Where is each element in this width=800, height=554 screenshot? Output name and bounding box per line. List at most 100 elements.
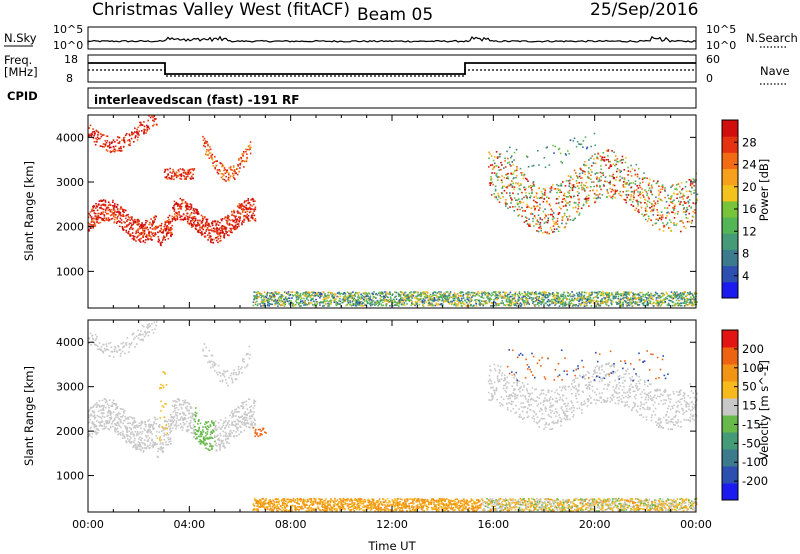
power-cell xyxy=(329,303,331,305)
power-cell xyxy=(600,188,602,191)
velocity-cell xyxy=(126,428,128,431)
power-cell xyxy=(180,178,183,180)
power-cell xyxy=(377,301,379,304)
power-cell xyxy=(403,302,406,304)
power-cell xyxy=(681,220,683,222)
power-cell xyxy=(633,296,635,298)
power-cell xyxy=(336,292,339,294)
power-cell xyxy=(547,294,549,296)
power-cell xyxy=(668,227,671,229)
power-cell xyxy=(603,185,605,187)
power-cell xyxy=(564,214,566,217)
velocity-cell xyxy=(101,399,104,402)
power-cell xyxy=(496,302,499,305)
power-cell xyxy=(234,178,236,180)
power-cell xyxy=(431,304,434,306)
power-cell xyxy=(618,298,621,300)
power-cell xyxy=(94,225,97,227)
power-cell xyxy=(288,297,291,300)
power-cell xyxy=(532,181,535,183)
power-cell xyxy=(481,296,484,299)
power-cell xyxy=(574,186,577,189)
power-cell xyxy=(505,192,508,194)
power-cell xyxy=(312,300,315,303)
power-cell xyxy=(238,158,240,160)
power-cell xyxy=(686,292,689,294)
power-cell xyxy=(305,297,308,299)
power-cell xyxy=(105,207,108,209)
power-cell xyxy=(288,300,291,302)
power-cell xyxy=(563,197,566,200)
power-cell xyxy=(619,175,621,178)
power-cell xyxy=(518,291,521,293)
power-cell xyxy=(611,303,613,305)
power-cell xyxy=(629,170,632,173)
power-cell xyxy=(180,206,182,209)
power-cell xyxy=(133,131,136,133)
power-cell xyxy=(652,305,655,307)
power-cell xyxy=(189,203,192,205)
power-cell xyxy=(180,203,183,205)
power-cell xyxy=(524,301,527,304)
power-cell xyxy=(255,295,258,297)
power-cell xyxy=(608,296,610,299)
power-cell xyxy=(430,298,432,301)
power-cell xyxy=(670,201,673,203)
power-cell xyxy=(258,295,260,298)
power-cell xyxy=(444,298,447,300)
power-cell xyxy=(144,241,146,244)
power-cell xyxy=(542,294,544,296)
power-cell xyxy=(125,209,127,212)
power-cell xyxy=(590,291,593,294)
power-cell xyxy=(116,220,119,223)
power-cell xyxy=(162,232,164,234)
power-cell xyxy=(515,148,518,151)
power-cell xyxy=(585,198,587,201)
power-cell xyxy=(468,293,470,295)
power-cell xyxy=(682,204,684,206)
power-cell xyxy=(178,214,181,216)
power-cell xyxy=(600,294,603,297)
power-cell xyxy=(599,185,602,188)
power-cell xyxy=(451,302,453,305)
power-cell xyxy=(532,199,535,202)
power-cell xyxy=(118,136,121,139)
power-cell xyxy=(638,211,640,214)
power-cell xyxy=(274,291,276,293)
power-cell xyxy=(475,301,477,303)
power-cell xyxy=(627,166,629,169)
power-cell xyxy=(495,174,497,176)
power-cell xyxy=(234,216,236,219)
power-cell xyxy=(583,301,585,303)
velocity-cell xyxy=(105,426,107,428)
power-cell xyxy=(659,296,662,299)
power-cell xyxy=(134,127,136,130)
power-cell xyxy=(453,303,456,306)
power-cell xyxy=(548,292,550,294)
power-cell xyxy=(451,301,453,303)
power-cell xyxy=(274,298,277,301)
power-cell xyxy=(506,295,509,298)
power-cell xyxy=(602,152,605,154)
power-cell xyxy=(575,298,577,300)
velocity-cell xyxy=(122,422,124,425)
power-cell xyxy=(613,151,615,153)
velocity-cell xyxy=(100,421,102,423)
power-cell xyxy=(556,228,558,230)
power-cell xyxy=(646,297,648,299)
power-cell xyxy=(490,295,493,297)
power-cell xyxy=(492,183,494,186)
power-cell xyxy=(499,293,501,296)
power-cell xyxy=(480,291,483,293)
power-cell xyxy=(684,211,686,214)
power-cell xyxy=(565,304,568,306)
power-cell xyxy=(489,297,491,299)
power-cell xyxy=(489,184,491,186)
power-cell xyxy=(545,296,547,299)
power-cell xyxy=(536,299,539,301)
power-cell xyxy=(101,200,104,202)
power-cell xyxy=(118,211,120,214)
power-cell xyxy=(580,169,583,171)
power-cell xyxy=(106,135,109,137)
power-cell xyxy=(643,304,645,307)
